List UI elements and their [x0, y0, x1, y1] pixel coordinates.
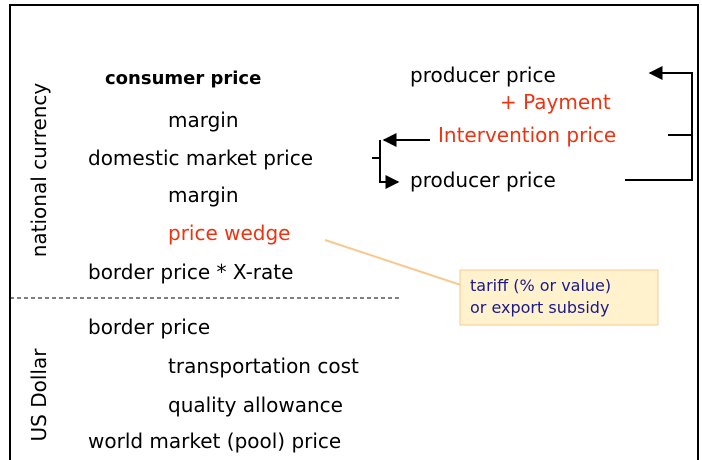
arrow: [625, 73, 693, 181]
frame: [9, 4, 699, 460]
price-label: margin: [168, 108, 239, 132]
price-label: margin: [168, 183, 239, 207]
price-label: transportation cost: [168, 354, 359, 378]
price-label: + Payment: [500, 90, 611, 114]
callout-text: or export subsidy: [470, 298, 609, 317]
price-label: quality allowance: [168, 393, 343, 417]
price-label: Intervention price: [438, 123, 616, 147]
price-label: producer price: [410, 168, 556, 192]
callout-line: [324, 239, 471, 289]
price-label: consumer price: [105, 68, 261, 89]
arrow: [379, 140, 400, 189]
price-label: border price * X-rate: [88, 260, 293, 284]
callout-text: tariff (% or value): [470, 276, 611, 295]
price-label: price wedge: [168, 221, 291, 245]
price-label: domestic market price: [88, 146, 313, 170]
price-label: producer price: [410, 63, 556, 87]
callout-box: [459, 269, 659, 326]
axis-label: national currency: [27, 83, 51, 258]
price-label: border price: [88, 315, 210, 339]
axis-label: US Dollar: [27, 348, 51, 442]
price-label: world market (pool) price: [88, 429, 341, 453]
